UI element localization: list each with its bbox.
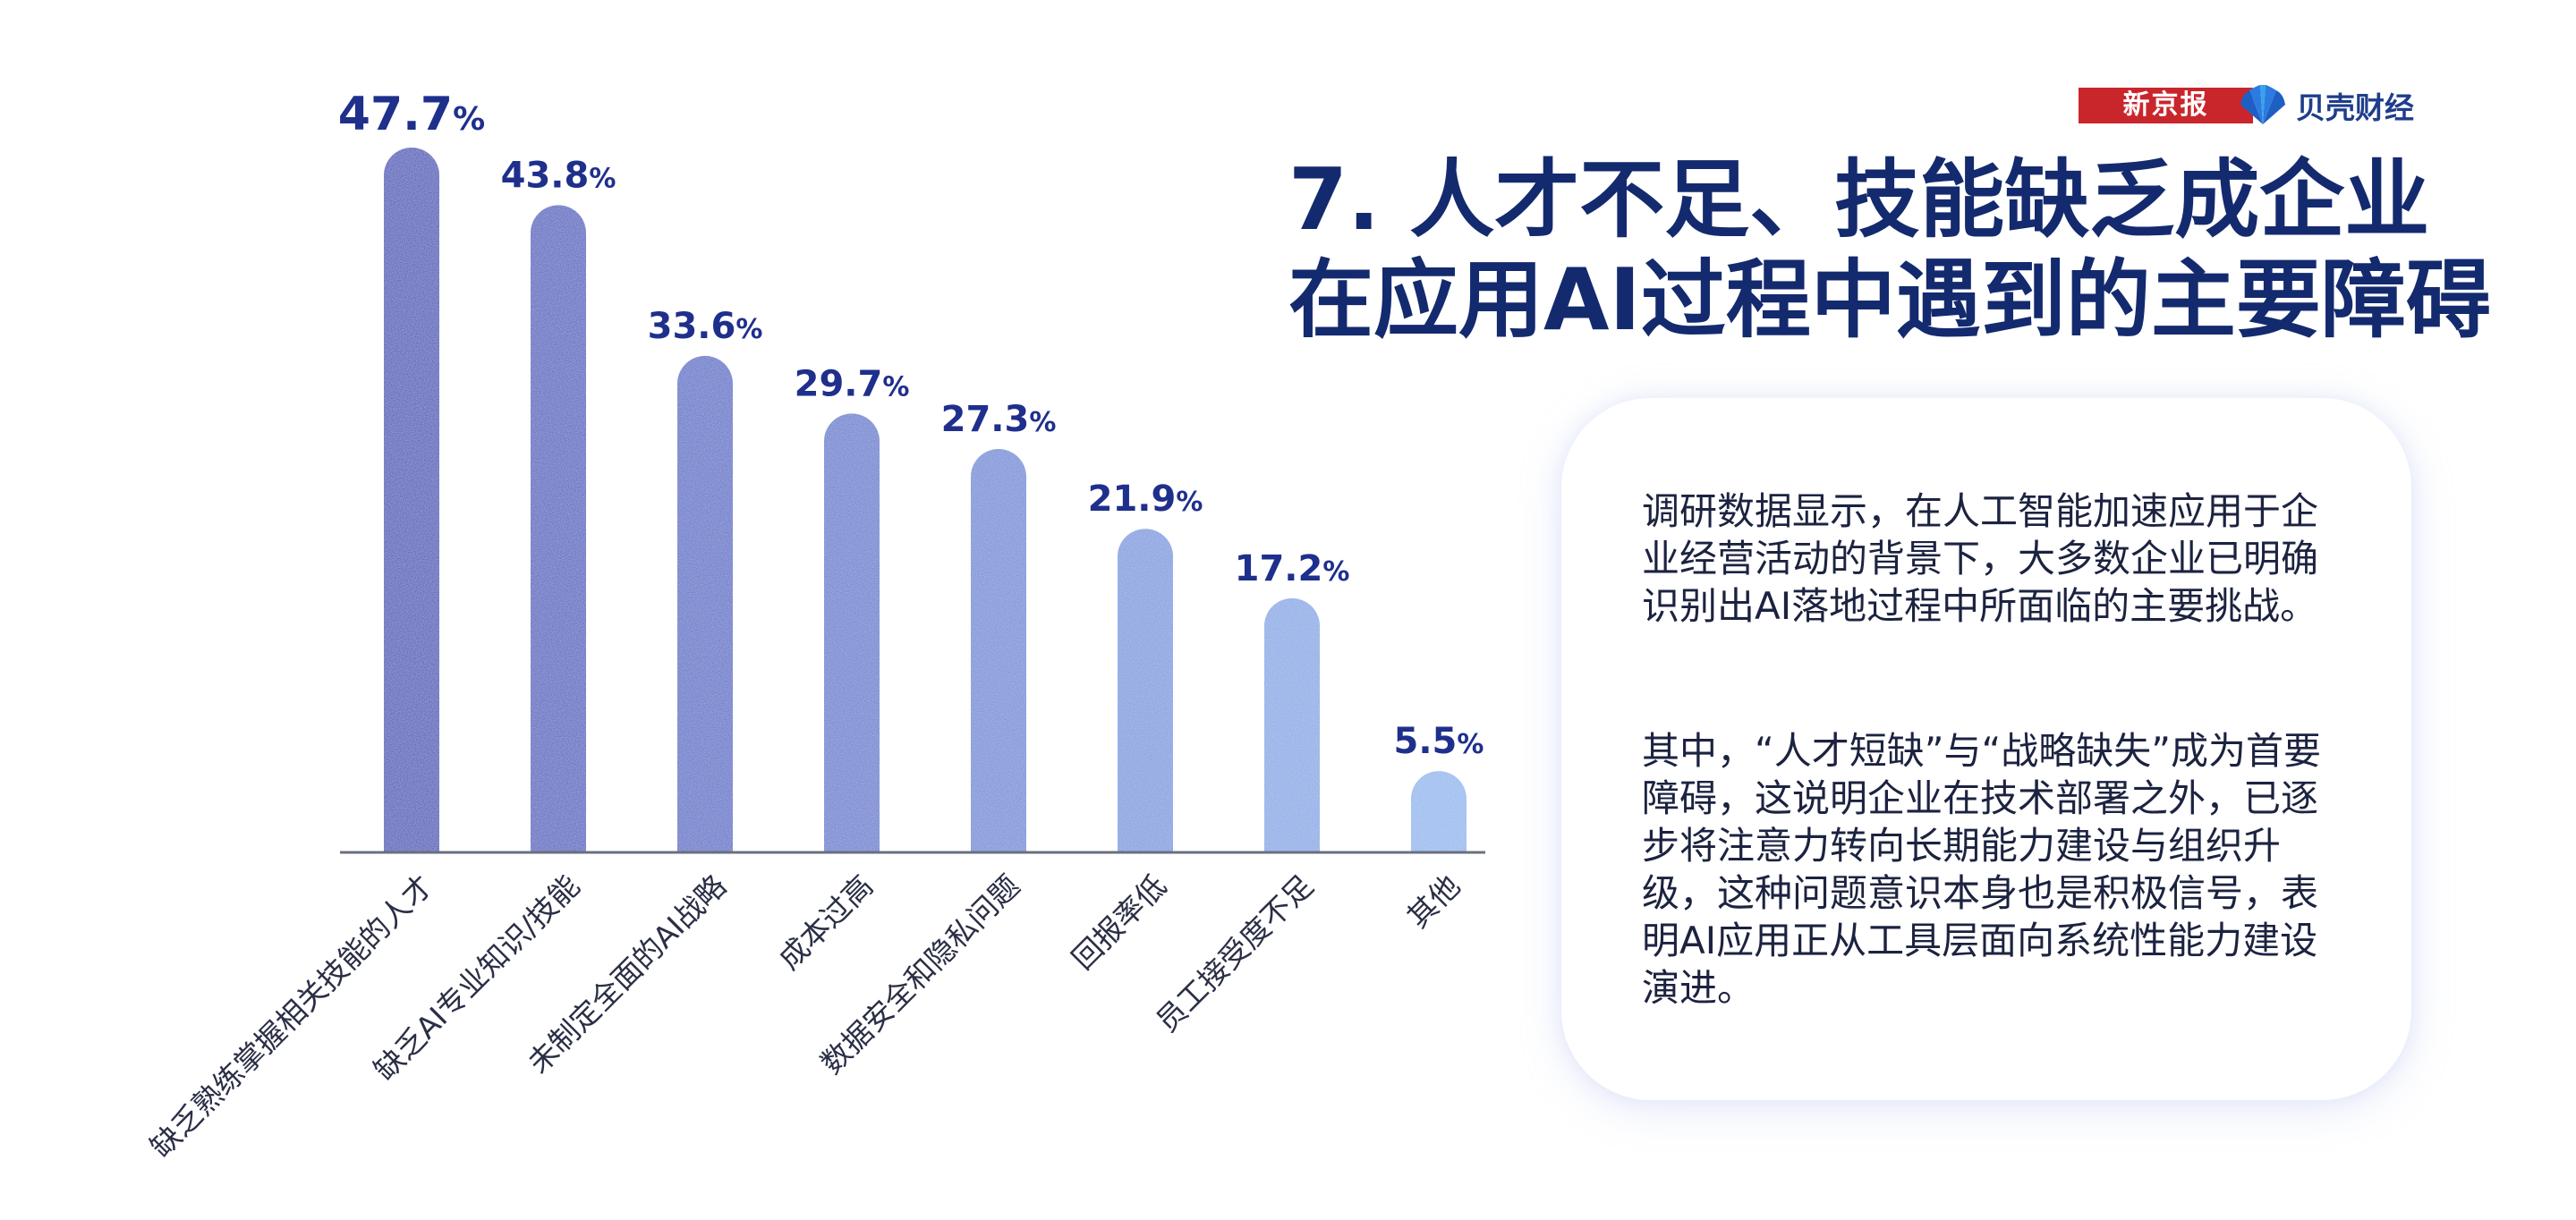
value-label-8: 5.5% — [1394, 721, 1484, 762]
value-label-2: 43.8% — [501, 155, 616, 196]
xinjingbao-logo: 新京报 — [2079, 88, 2253, 123]
bar-8 — [1411, 771, 1467, 852]
category-label-1: 缺乏熟练掌握相关技能的人才 — [143, 868, 439, 1165]
beike-caijing-text: 贝壳财经 — [2296, 90, 2414, 125]
category-label-6: 回报率低 — [1065, 868, 1173, 977]
value-label-7: 17.2% — [1235, 548, 1350, 589]
value-label-6: 21.9% — [1088, 479, 1203, 520]
bar-2 — [531, 205, 586, 852]
category-label-8: 其他 — [1400, 868, 1467, 935]
bars — [384, 148, 1467, 852]
value-label-1: 47.7% — [338, 88, 485, 141]
bar-1 — [384, 148, 439, 852]
bar-4 — [824, 413, 880, 852]
page-title-line2: 在应用AI过程中遇到的主要障碍 — [1288, 251, 2491, 350]
value-label-5: 27.3% — [941, 399, 1057, 440]
value-label-4: 29.7% — [795, 363, 910, 404]
shell-icon — [2240, 85, 2285, 124]
category-label-7: 员工接受度不足 — [1149, 868, 1320, 1039]
summary-paragraph-1: 调研数据显示，在人工智能加速应用于企业经营活动的背景下，大多数企业已明确识别出A… — [1642, 489, 2319, 628]
value-label-3: 33.6% — [648, 306, 763, 347]
page-title-line1: 7. 人才不足、技能缺乏成企业 — [1288, 151, 2430, 250]
summary-paragraph-2: 其中，“人才短缺”与“战略缺失”成为首要障碍，这说明企业在技术部署之外，已逐步将… — [1642, 729, 2322, 1010]
bar-7 — [1264, 597, 1320, 852]
bar-chart: 47.7%43.8%33.6%29.7%27.3%21.9%17.2%5.5% … — [143, 88, 1485, 1165]
beike-caijing-logo: 贝壳财经 — [2237, 83, 2414, 128]
bar-6 — [1118, 529, 1173, 852]
summary-card: 调研数据显示，在人工智能加速应用于企业经营活动的背景下，大多数企业已明确识别出A… — [1561, 398, 2411, 1100]
bar-3 — [677, 355, 733, 852]
category-label-4: 成本过高 — [771, 868, 880, 977]
value-labels: 47.7% 43.8% 33.6% 29.7% 27.3% 21.9% 17.2% 5.5% — [338, 88, 1484, 762]
page-title: 7. 人才不足、技能缺乏成企业 在应用AI过程中遇到的主要障碍 — [1288, 150, 2491, 351]
bar-5 — [971, 449, 1026, 852]
